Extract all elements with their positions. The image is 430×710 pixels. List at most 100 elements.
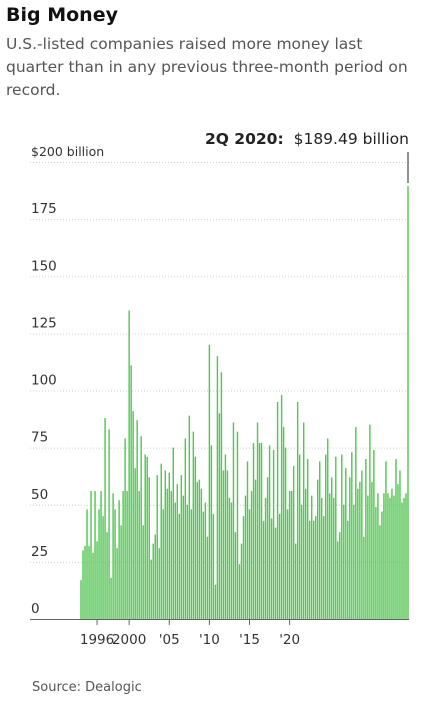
bar-152 — [385, 461, 387, 619]
bar-17 — [114, 509, 116, 619]
bar-123 — [327, 438, 329, 619]
bar-110 — [300, 504, 303, 619]
bar-56 — [192, 431, 195, 619]
peak-annotation-value: $189.49 billion — [294, 130, 409, 148]
bar-101 — [282, 427, 285, 619]
bar-105 — [290, 491, 293, 619]
bar-133 — [347, 520, 349, 619]
bar-83 — [246, 461, 249, 619]
bar-4 — [88, 545, 90, 619]
bar-98 — [276, 401, 279, 619]
bar-132 — [345, 468, 347, 619]
bar-29 — [138, 491, 140, 619]
bar-96 — [272, 449, 275, 619]
bar-85 — [250, 491, 253, 619]
bar-142 — [365, 459, 367, 619]
bar-90 — [260, 443, 263, 619]
bar-11 — [102, 516, 104, 619]
bar-18 — [116, 548, 118, 619]
bar-57 — [194, 456, 197, 619]
bar-156 — [393, 495, 395, 619]
bar-126 — [333, 497, 335, 619]
x-tick-label-'05: '05 — [159, 632, 180, 648]
bar-16 — [112, 493, 114, 619]
bar-114 — [308, 520, 311, 619]
bar-113 — [306, 459, 309, 619]
bar-104 — [288, 491, 291, 619]
bar-69 — [218, 413, 221, 619]
bar-89 — [258, 443, 261, 619]
bar-66 — [212, 513, 215, 619]
chart-title: Big Money — [6, 4, 118, 26]
bar-77 — [234, 532, 237, 619]
bar-79 — [238, 564, 241, 619]
bar-12 — [104, 417, 106, 619]
bar-48 — [176, 484, 179, 619]
bar-1 — [82, 550, 84, 619]
bar-139 — [359, 481, 361, 619]
bar-84 — [248, 509, 251, 619]
bar-150 — [381, 511, 383, 619]
bar-91 — [262, 520, 265, 619]
bar-42 — [164, 470, 166, 619]
bar-159 — [399, 470, 401, 619]
bar-119 — [319, 461, 321, 619]
bar-71 — [222, 470, 225, 619]
bar-107 — [294, 543, 297, 619]
bar-134 — [349, 477, 351, 619]
bar-103 — [286, 509, 289, 619]
bar-21 — [122, 491, 124, 619]
bar-130 — [341, 454, 343, 619]
bar-6 — [92, 552, 94, 619]
bar-24 — [128, 310, 130, 619]
bar-125 — [331, 477, 333, 619]
bar-93 — [266, 477, 269, 619]
bar-160 — [401, 502, 403, 619]
bar-32 — [144, 454, 146, 619]
bar-59 — [198, 479, 201, 619]
bar-76 — [232, 422, 235, 619]
bar-106 — [292, 465, 295, 619]
bar-60 — [200, 488, 203, 619]
bar-81 — [242, 516, 245, 619]
bar-20 — [120, 525, 122, 619]
bar-127 — [335, 456, 337, 619]
bar-88 — [256, 422, 259, 619]
bar-122 — [325, 454, 327, 619]
bar-2 — [84, 545, 86, 619]
bar-124 — [329, 493, 331, 619]
x-tick-label-'15: '15 — [239, 632, 260, 648]
bar-8 — [96, 541, 98, 619]
bar-5 — [90, 491, 92, 619]
bar-157 — [395, 459, 397, 619]
bar-100 — [280, 395, 283, 619]
bar-118 — [317, 479, 319, 619]
y-tick-label-0: 0 — [31, 601, 40, 617]
bar-140 — [361, 470, 363, 619]
y-tick-label-200: $200 billion — [31, 144, 104, 159]
bar-9 — [98, 509, 100, 619]
y-tick-label-100: 100 — [31, 373, 57, 389]
bar-40 — [160, 463, 162, 619]
bar-14 — [108, 429, 110, 619]
bar-43 — [166, 488, 168, 619]
bar-120 — [321, 497, 323, 619]
bar-111 — [302, 422, 305, 619]
bar-61 — [202, 511, 205, 619]
bar-44 — [168, 472, 170, 619]
bar-143 — [367, 495, 369, 619]
bar-135 — [351, 452, 353, 619]
bar-149 — [379, 525, 381, 619]
bar-46 — [172, 447, 174, 620]
bar-155 — [391, 488, 393, 619]
bar-115 — [310, 495, 313, 619]
bar-74 — [228, 497, 231, 619]
bar-23 — [126, 491, 128, 619]
bar-161 — [403, 497, 405, 619]
bar-128 — [337, 541, 339, 619]
bar-45 — [170, 491, 172, 619]
bar-80 — [240, 543, 243, 619]
bar-54 — [188, 415, 191, 619]
